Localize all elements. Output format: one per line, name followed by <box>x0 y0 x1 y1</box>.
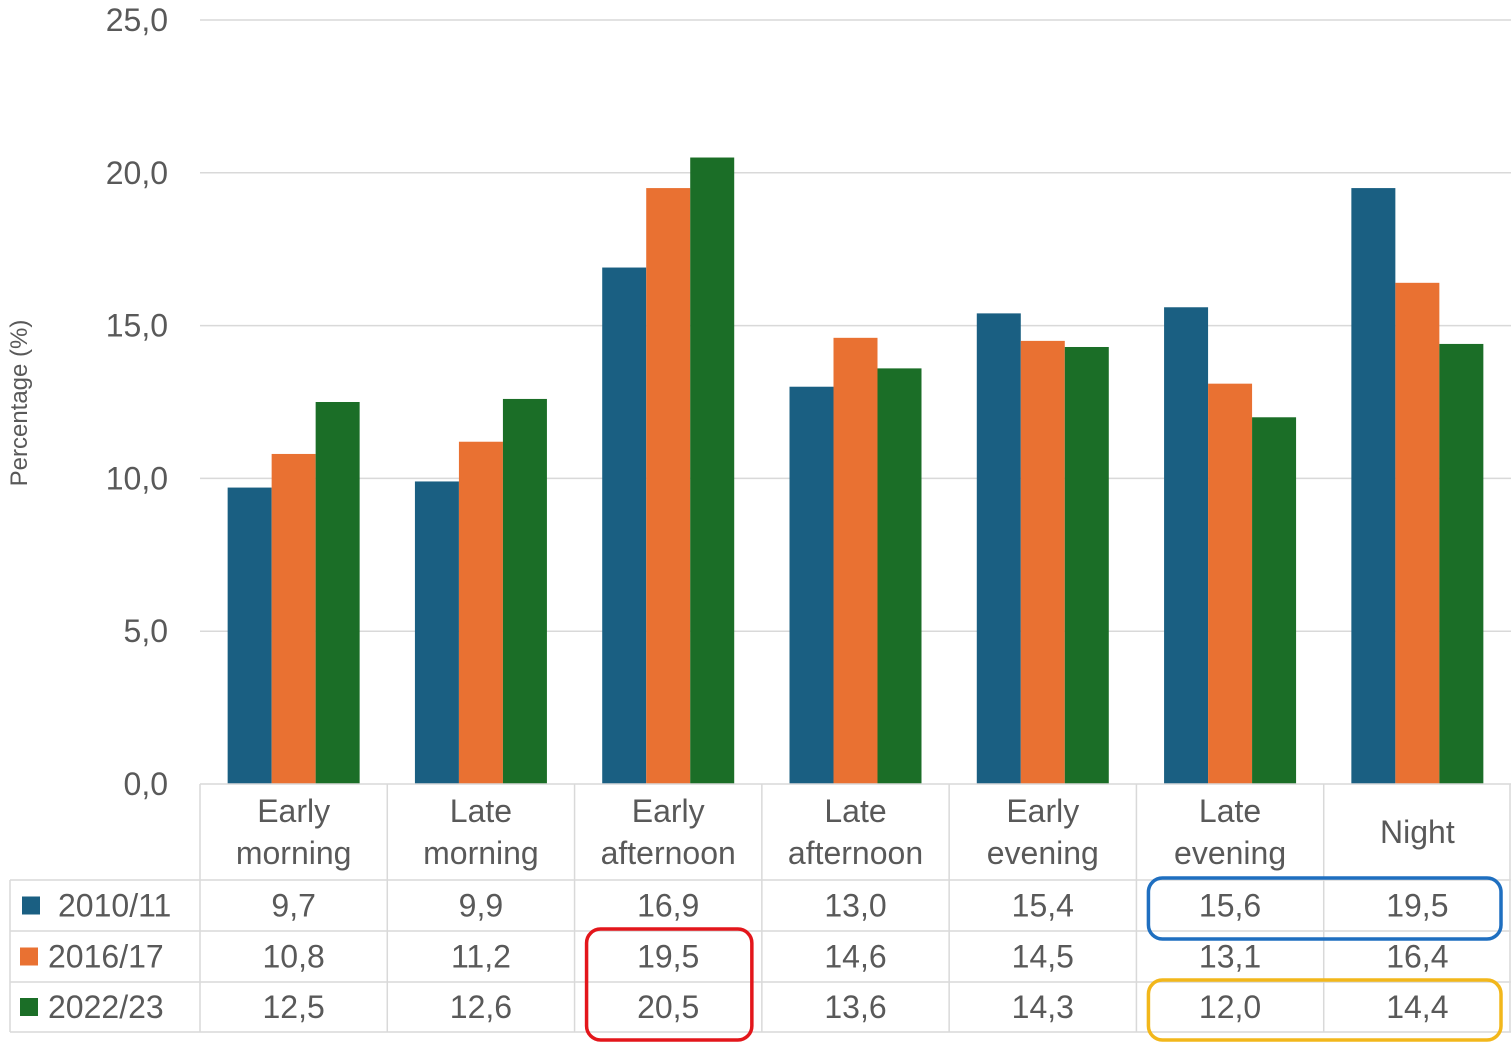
data-label: 16,9 <box>637 888 699 924</box>
data-label: 15,6 <box>1199 888 1261 924</box>
x-category-label: afternoon <box>601 835 736 871</box>
x-category-label: morning <box>423 835 539 871</box>
data-label: 12,0 <box>1199 989 1261 1025</box>
data-label: 19,5 <box>637 939 699 975</box>
bar-2016-17-5 <box>1208 384 1252 784</box>
x-category-label: Early <box>632 793 705 829</box>
data-label: 16,4 <box>1386 939 1448 975</box>
y-axis-label: Percentage (%) <box>6 320 33 487</box>
data-label: 20,5 <box>637 989 699 1025</box>
bar-2016-17-1 <box>459 442 503 784</box>
bar-2016-17-2 <box>646 188 690 784</box>
data-label: 10,8 <box>263 939 325 975</box>
legend-swatch <box>20 948 38 966</box>
x-category-label: Night <box>1380 814 1455 850</box>
x-category-label: Early <box>257 793 330 829</box>
bar-2010-11-1 <box>415 481 459 784</box>
y-tick-label: 20,0 <box>106 155 168 191</box>
y-axis-ticks: 0,0 5,0 10,0 15,0 20,0 25,0 <box>106 2 168 802</box>
x-category-label: Late <box>824 793 886 829</box>
bar-2022-23-3 <box>878 368 922 784</box>
legend-label: 2010/11 <box>58 888 171 924</box>
x-category-label: Early <box>1006 793 1079 829</box>
data-label: 9,7 <box>271 888 315 924</box>
x-category-label: afternoon <box>788 835 923 871</box>
bar-2016-17-0 <box>272 454 316 784</box>
legend-swatch <box>22 897 40 915</box>
legend-label: 2016/17 <box>48 939 164 975</box>
x-category-label: evening <box>1174 835 1286 871</box>
data-label: 13,6 <box>824 989 886 1025</box>
data-label: 13,0 <box>824 888 886 924</box>
bar-2016-17-4 <box>1021 341 1065 784</box>
x-category-label: Late <box>1199 793 1261 829</box>
bar-2022-23-2 <box>690 158 734 784</box>
data-label: 11,2 <box>451 939 511 975</box>
bar-2016-17-6 <box>1395 283 1439 784</box>
bar-2022-23-0 <box>316 402 360 784</box>
bar-2010-11-2 <box>602 268 646 784</box>
bar-2010-11-6 <box>1351 188 1395 784</box>
y-tick-label: 10,0 <box>106 460 168 496</box>
bar-2022-23-4 <box>1065 347 1109 784</box>
bar-2022-23-1 <box>503 399 547 784</box>
legend-swatch <box>20 998 38 1016</box>
data-label: 13,1 <box>1199 939 1261 975</box>
bar-2010-11-3 <box>790 387 834 784</box>
data-label: 12,6 <box>450 989 512 1025</box>
bar-2022-23-6 <box>1439 344 1483 784</box>
data-label: 14,4 <box>1386 989 1448 1025</box>
bars <box>228 158 1484 784</box>
data-table: Early morning Late morning Early afternoon Lat… <box>10 784 1511 1032</box>
x-category-label: morning <box>236 835 352 871</box>
data-label: 12,5 <box>263 989 325 1025</box>
bar-2010-11-5 <box>1164 307 1208 784</box>
y-tick-label: 5,0 <box>124 613 168 649</box>
bar-2010-11-0 <box>228 488 272 784</box>
bar-2010-11-4 <box>977 313 1021 784</box>
data-label: 14,5 <box>1012 939 1074 975</box>
legend-label: 2022/23 <box>48 989 164 1025</box>
data-label: 19,5 <box>1386 888 1448 924</box>
data-label: 14,6 <box>824 939 886 975</box>
data-label: 14,3 <box>1012 989 1074 1025</box>
data-label: 15,4 <box>1012 888 1074 924</box>
data-label: 9,9 <box>459 888 503 924</box>
y-tick-label: 15,0 <box>106 308 168 344</box>
bar-2022-23-5 <box>1252 417 1296 784</box>
y-tick-label: 25,0 <box>106 2 168 38</box>
x-category-label: Late <box>450 793 512 829</box>
y-tick-label: 0,0 <box>124 766 168 802</box>
x-category-label: evening <box>987 835 1099 871</box>
bar-2016-17-3 <box>834 338 878 784</box>
